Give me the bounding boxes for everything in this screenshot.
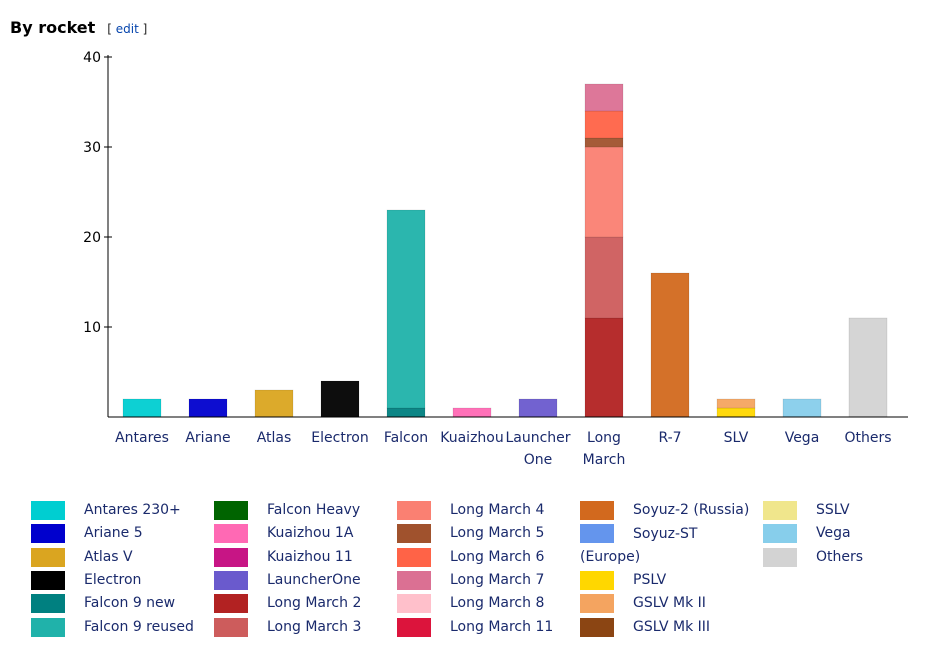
- legend-label: Long March 6: [450, 549, 545, 565]
- legend-label: LauncherOne: [267, 572, 361, 588]
- legend-label: Long March 5: [450, 525, 545, 541]
- legend-swatch: [580, 524, 614, 543]
- legend-label: Ariane 5: [84, 525, 143, 541]
- x-tick-label: Antares: [115, 430, 169, 446]
- legend-label: Falcon Heavy: [267, 502, 361, 518]
- legend-swatch: [31, 618, 65, 637]
- bar-segment: [188, 398, 228, 418]
- x-tick-label: Others: [844, 430, 891, 446]
- legend-label: Long March 11: [450, 619, 554, 635]
- legend-label: Long March 7: [450, 572, 545, 588]
- legend-swatch: [397, 548, 431, 567]
- legend-swatch: [214, 594, 248, 613]
- x-tick-label: Long: [587, 430, 621, 446]
- bar-segment: [386, 209, 426, 409]
- legend-swatch: [214, 501, 248, 520]
- legend-label: SSLV: [816, 502, 850, 518]
- legend-label: Soyuz-ST (Europe): [580, 526, 698, 565]
- edit-link[interactable]: edit: [115, 22, 139, 36]
- x-tick-label: March: [583, 452, 626, 468]
- bar-segment: [716, 398, 756, 409]
- legend-label: Atlas V: [84, 549, 133, 565]
- legend-swatch: [214, 548, 248, 567]
- legend-swatch: [580, 571, 614, 590]
- bar-segment: [452, 407, 492, 418]
- x-tick-label: Launcher: [505, 430, 570, 446]
- legend-label: Antares 230+: [84, 502, 181, 518]
- x-tick-label: R-7: [658, 430, 681, 446]
- bar-segment: [320, 380, 360, 418]
- legend-label: Long March 8: [450, 595, 545, 611]
- x-tick-label: SLV: [724, 430, 749, 446]
- legend-swatch: [397, 594, 431, 613]
- x-tick-label: One: [524, 452, 553, 468]
- legend-label: GSLV Mk III: [633, 619, 711, 635]
- legend-swatch: [31, 571, 65, 590]
- legend-label: Long March 2: [267, 595, 362, 611]
- legend-swatch: [31, 594, 65, 613]
- bar-segment: [518, 398, 558, 418]
- section-heading: By rocket [ edit ]: [10, 18, 147, 37]
- legend-swatch: [214, 571, 248, 590]
- x-tick-label: Atlas: [257, 430, 292, 446]
- legend-label: Kuaizhou 11: [267, 549, 353, 565]
- x-tick-label: Falcon: [384, 430, 428, 446]
- bar-segment: [584, 146, 624, 238]
- legend-swatch: [31, 524, 65, 543]
- bar-segment: [584, 137, 624, 148]
- legend-label: Kuaizhou 1A: [267, 525, 354, 541]
- legend-label: PSLV: [633, 572, 667, 588]
- bar-segment: [716, 407, 756, 418]
- legend-swatch: [580, 618, 614, 637]
- y-tick-label: 40: [83, 50, 101, 66]
- legend-label: Long March 3: [267, 619, 362, 635]
- legend-label: Vega: [816, 525, 851, 541]
- legend-label: Electron: [84, 572, 142, 588]
- legend-swatch: [31, 501, 65, 520]
- stacked-bar-chart: 10 20 30 40 Antares Ariane Atlas Electron Falcon…: [83, 50, 908, 468]
- bar-segment: [122, 398, 162, 418]
- legend-label: GSLV Mk II: [633, 595, 706, 611]
- legend-label: Others: [816, 549, 864, 565]
- x-tick-label: Ariane: [185, 430, 230, 446]
- bar-segment: [584, 110, 624, 139]
- legend-swatch: [580, 594, 614, 613]
- legend-swatch: [214, 524, 248, 543]
- bar-segment: [650, 272, 690, 418]
- legend-swatch: [763, 548, 797, 567]
- legend-swatch: [31, 548, 65, 567]
- legend-swatch: [580, 501, 614, 520]
- y-tick-label: 10: [83, 320, 101, 336]
- legend-swatch: [763, 501, 797, 520]
- bar-segment: [584, 317, 624, 418]
- x-tick-label: Electron: [311, 430, 368, 446]
- legend-label: Falcon 9 reused: [84, 619, 194, 635]
- x-tick-label: Vega: [785, 430, 820, 446]
- legend-swatch: [763, 524, 797, 543]
- legend-label: Soyuz-2 (Russia): [633, 502, 750, 518]
- section-title: By rocket: [10, 18, 96, 37]
- legend-swatch: [397, 618, 431, 637]
- legend-swatch: [214, 618, 248, 637]
- legend-label: Long March 4: [450, 502, 545, 518]
- bar-segment: [584, 236, 624, 319]
- bar-segment: [254, 389, 294, 418]
- bar-segment: [848, 317, 888, 418]
- y-tick-label: 20: [83, 230, 101, 246]
- edit-section: [ edit ]: [107, 22, 148, 36]
- bar-segment: [782, 398, 822, 418]
- bar-segment: [584, 83, 624, 112]
- y-tick-label: 30: [83, 140, 101, 156]
- legend-swatch: [397, 524, 431, 543]
- legend-swatch: [397, 571, 431, 590]
- bar-segment: [386, 407, 426, 418]
- legend-swatch: [397, 501, 431, 520]
- legend-label: Falcon 9 new: [84, 595, 176, 611]
- x-tick-label: Kuaizhou: [440, 430, 504, 446]
